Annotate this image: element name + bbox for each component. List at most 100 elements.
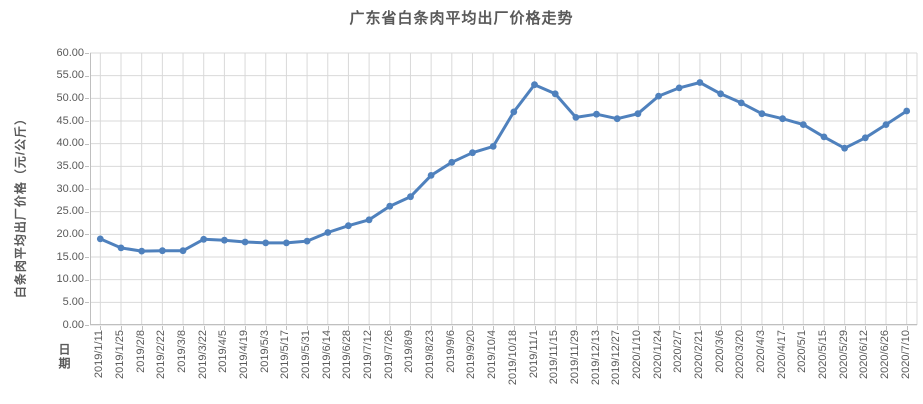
x-tick-label: 2020/5/29 — [837, 330, 850, 379]
x-tick-mark — [555, 326, 557, 330]
data-point — [324, 229, 332, 236]
x-tick-mark — [534, 326, 536, 330]
y-tick-label: 45.00 — [56, 114, 84, 127]
x-tick-mark — [720, 326, 722, 330]
x-tick-label: 2019/9/6 — [444, 330, 457, 373]
x-tick-label: 2020/6/26 — [878, 330, 891, 379]
x-tick-mark — [761, 326, 763, 330]
y-tick-label: 60.00 — [56, 46, 84, 59]
x-tick-mark — [327, 326, 329, 330]
y-tick-mark — [85, 189, 89, 190]
x-tick-label: 2020/5/1 — [796, 330, 809, 373]
y-tick-mark — [85, 75, 89, 77]
x-tick-mark — [493, 326, 495, 330]
data-point — [696, 79, 704, 86]
x-tick-mark — [369, 326, 371, 330]
x-tick-label: 2020/4/3 — [754, 330, 767, 373]
x-tick-mark — [637, 326, 639, 330]
plot-area — [90, 52, 918, 326]
x-tick-mark — [575, 326, 577, 330]
x-tick-mark — [121, 326, 122, 330]
x-tick-mark — [307, 326, 309, 330]
data-point — [117, 244, 125, 252]
y-tick-mark — [85, 325, 89, 326]
data-point — [407, 193, 414, 201]
y-tick-label: 10.00 — [56, 273, 84, 286]
data-point — [717, 90, 724, 98]
x-tick-label: 2019/2/8 — [134, 330, 147, 373]
x-tick-mark — [865, 326, 867, 330]
data-point — [427, 172, 435, 179]
x-tick-mark — [803, 326, 805, 330]
x-tick-label: 2019/5/3 — [258, 330, 271, 373]
data-point — [221, 236, 228, 244]
x-tick-label: 2019/1/11 — [93, 330, 106, 379]
x-tick-label: 2020/3/6 — [713, 330, 726, 373]
x-tick-label: 2019/3/8 — [176, 330, 189, 373]
y-tick-mark — [85, 279, 89, 281]
x-tick-label: 2019/5/31 — [300, 330, 313, 379]
y-tick-mark — [85, 121, 89, 122]
data-point — [572, 114, 580, 121]
y-tick-mark — [85, 53, 89, 54]
y-tick-label: 55.00 — [56, 69, 84, 82]
x-tick-mark — [679, 326, 681, 330]
data-point — [386, 202, 394, 210]
x-tick-label: 2019/3/22 — [196, 330, 209, 379]
data-point — [96, 235, 104, 243]
data-point — [365, 216, 373, 224]
data-point — [551, 90, 559, 98]
x-tick-mark — [658, 326, 660, 330]
x-tick-label: 2019/5/17 — [279, 330, 292, 379]
y-tick-label: 50.00 — [56, 91, 84, 104]
x-tick-label: 2019/2/22 — [155, 330, 168, 379]
data-point — [283, 239, 290, 247]
x-tick-label: 2019/1/25 — [114, 330, 126, 379]
data-point — [779, 115, 786, 123]
y-tick-label: 25.00 — [56, 205, 84, 218]
data-point — [489, 143, 497, 150]
data-point — [737, 99, 745, 107]
y-tick-mark — [85, 166, 89, 168]
y-tick-label: 0.00 — [62, 318, 84, 331]
x-tick-mark — [451, 326, 453, 330]
x-tick-label: 2019/11/15 — [548, 330, 561, 385]
y-tick-label: 15.00 — [56, 250, 84, 263]
data-point — [593, 110, 600, 118]
data-point — [820, 133, 828, 141]
data-point — [510, 108, 518, 116]
data-point — [841, 144, 848, 152]
x-tick-label: 2019/10/4 — [486, 330, 499, 379]
x-tick-label: 2019/11/1 — [527, 330, 540, 379]
x-tick-mark — [348, 326, 350, 330]
x-tick-mark — [162, 326, 164, 330]
x-tick-mark — [906, 326, 908, 330]
data-point — [675, 84, 683, 92]
x-tick-label: 2019/11/29 — [568, 330, 581, 385]
y-tick-label: 5.00 — [62, 295, 84, 308]
data-point — [138, 247, 146, 255]
x-tick-label: 2019/8/9 — [403, 330, 416, 373]
data-point — [469, 149, 476, 157]
x-tick-label: 2019/9/20 — [465, 330, 478, 379]
data-point — [241, 238, 249, 246]
x-tick-mark — [410, 326, 412, 330]
x-tick-label: 2020/6/12 — [858, 330, 871, 379]
y-tick-label: 30.00 — [56, 182, 84, 195]
x-tick-label: 2019/10/18 — [506, 330, 519, 386]
data-point — [861, 134, 869, 142]
x-tick-label: 2019/4/5 — [217, 330, 230, 373]
data-point — [531, 81, 538, 89]
x-tick-mark — [844, 326, 846, 330]
x-tick-mark — [885, 326, 887, 330]
y-tick-mark — [85, 211, 89, 213]
x-tick-mark — [617, 326, 619, 330]
x-tick-mark — [823, 326, 825, 330]
x-tick-mark — [141, 326, 143, 330]
x-tick-mark — [245, 326, 247, 330]
data-point — [345, 222, 352, 230]
data-point — [448, 158, 456, 166]
x-tick-mark — [513, 326, 515, 330]
x-tick-mark — [286, 326, 288, 330]
data-point — [758, 110, 766, 118]
